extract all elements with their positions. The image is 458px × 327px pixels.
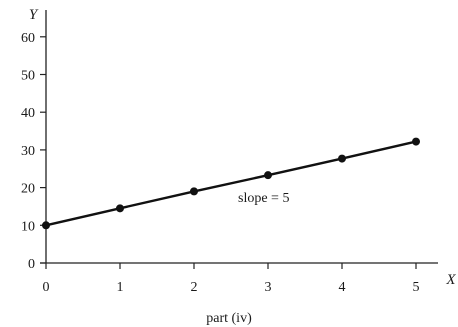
- y-tick-label: 0: [28, 257, 35, 272]
- y-tick-label: 20: [21, 182, 35, 197]
- y-axis-title: Y: [29, 7, 39, 23]
- x-tick-label: 1: [117, 280, 124, 295]
- data-point: [338, 154, 346, 163]
- x-axis-title: X: [445, 272, 456, 288]
- slope-annotation: slope = 5: [238, 191, 289, 206]
- x-tick-label: 2: [191, 280, 198, 295]
- x-tick-label: 5: [413, 280, 420, 295]
- ticks: 0 10 20 30 40 50 60 0 1 2 3 4 5: [21, 31, 420, 295]
- data-point: [264, 171, 272, 180]
- series-group: [42, 137, 420, 230]
- chart-caption: part (iv): [206, 311, 252, 326]
- labels: Y X slope = 5 part (iv): [29, 7, 457, 326]
- x-tick-label: 3: [265, 280, 272, 295]
- y-tick-label: 60: [21, 31, 35, 46]
- y-tick-label: 10: [21, 219, 35, 234]
- y-tick-label: 30: [21, 144, 35, 159]
- axes: [40, 10, 438, 264]
- series-line: [45, 140, 417, 227]
- data-point: [42, 221, 50, 230]
- x-tick-label: 0: [43, 280, 50, 295]
- data-point: [190, 187, 198, 196]
- data-point: [412, 137, 420, 146]
- y-tick-label: 50: [21, 69, 35, 84]
- data-point: [116, 204, 124, 213]
- x-tick-label: 4: [339, 280, 346, 295]
- y-tick-label: 40: [21, 106, 35, 121]
